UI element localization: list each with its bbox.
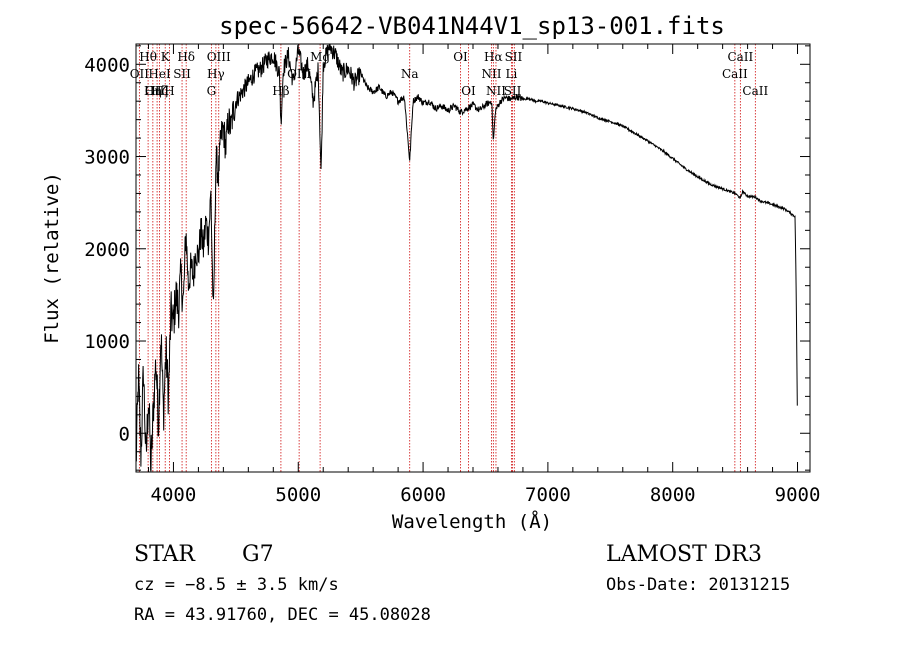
plot-frame xyxy=(135,43,811,473)
chart-title: spec-56642-VB041N44V1_sp13-001.fits xyxy=(219,12,725,40)
y-tick-label: 3000 xyxy=(84,147,130,169)
x-tick-label: 8000 xyxy=(650,484,696,506)
survey-name: LAMOST DR3 xyxy=(606,542,762,567)
line-annotation: HeI xyxy=(148,67,171,81)
line-annotation: CaII xyxy=(742,84,768,98)
line-annotation: OII xyxy=(130,67,150,81)
line-annotation: Hθ xyxy=(139,50,157,64)
y-tick-label: 0 xyxy=(119,423,130,445)
line-annotation: SII xyxy=(173,67,191,81)
x-tick-label: 6000 xyxy=(400,484,446,506)
line-annotation: Hα xyxy=(484,50,503,64)
line-annotation: SII xyxy=(505,50,523,64)
spectrum-line xyxy=(135,43,798,472)
x-tick-label: 9000 xyxy=(775,484,821,506)
line-annotation: SII xyxy=(504,84,522,98)
line-annotation: Hγ xyxy=(207,67,225,81)
y-axis: 0 1000 2000 3000 4000 xyxy=(84,45,810,471)
coordinates: RA = 43.91760, DEC = 45.08028 xyxy=(134,605,431,625)
x-tick-label: 7000 xyxy=(525,484,571,506)
x-tick-label: 4000 xyxy=(151,484,197,506)
x-axis-label: Wavelength (Å) xyxy=(392,510,552,533)
redshift-info: cz = −8.5 ± 3.5 km/s xyxy=(134,575,339,595)
line-annotation: OI xyxy=(461,84,476,98)
line-annotation: CaII xyxy=(722,67,748,81)
line-annotation: K xyxy=(161,50,171,64)
line-annotation: OI xyxy=(453,50,468,64)
line-annotation: NII xyxy=(481,67,501,81)
x-tick-label: 5000 xyxy=(275,484,321,506)
line-annotation: Hη xyxy=(144,84,162,98)
y-tick-label: 2000 xyxy=(84,239,130,261)
line-annotation: G xyxy=(207,84,217,98)
line-annotation: Li xyxy=(506,67,518,81)
line-annotation: Na xyxy=(401,67,419,81)
line-annotation: Hζ xyxy=(151,84,168,98)
x-axis: 4000 5000 6000 7000 8000 9000 xyxy=(147,44,821,506)
line-annotation: NII xyxy=(486,84,506,98)
line-annotation: H xyxy=(164,84,174,98)
spectrum-series xyxy=(135,43,798,472)
line-annotation: OIII xyxy=(145,84,169,98)
y-tick-label: 4000 xyxy=(84,54,130,76)
object-type: STAR xyxy=(134,542,196,567)
line-annotation: CaII xyxy=(727,50,753,64)
line-annotation: Hβ xyxy=(272,84,289,98)
y-tick-label: 1000 xyxy=(84,331,130,353)
line-annotation: OIII xyxy=(207,50,231,64)
y-axis-label: Flux (relative) xyxy=(41,172,63,344)
line-markers xyxy=(138,44,756,472)
observation-date: Obs-Date: 20131215 xyxy=(606,575,790,595)
object-subclass: G7 xyxy=(242,542,274,567)
line-annotation: Hδ xyxy=(177,50,195,64)
